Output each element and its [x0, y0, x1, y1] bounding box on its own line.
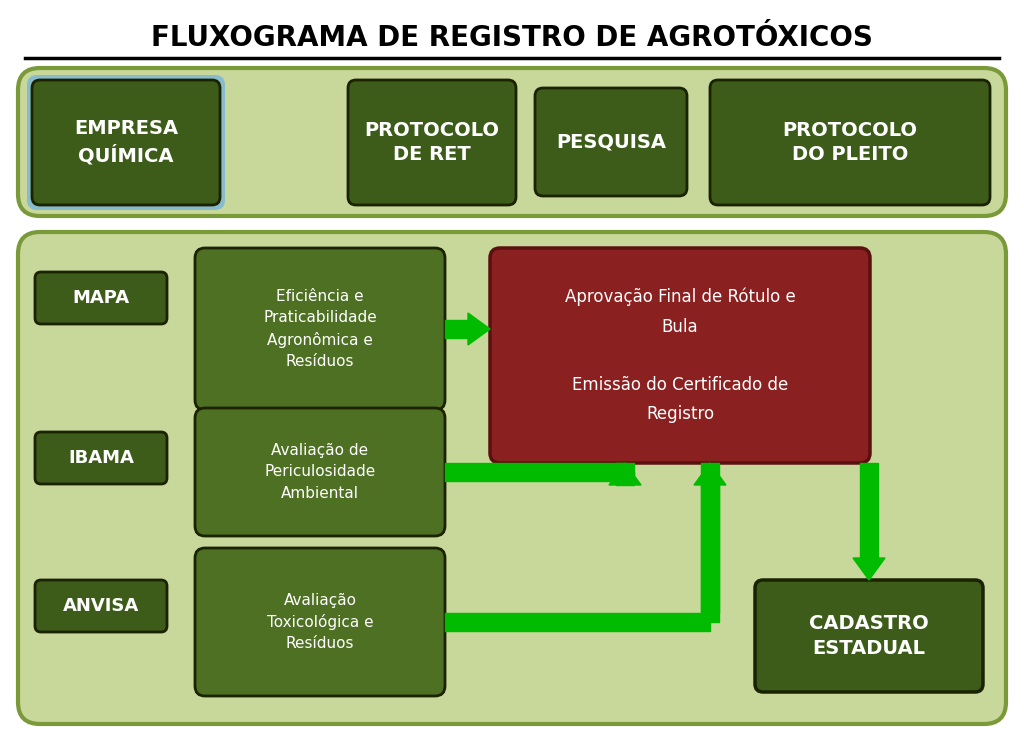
Text: EMPRESA
QUÍMICA: EMPRESA QUÍMICA	[74, 119, 178, 166]
FancyBboxPatch shape	[490, 248, 870, 463]
Polygon shape	[694, 463, 726, 485]
FancyBboxPatch shape	[710, 80, 990, 205]
FancyBboxPatch shape	[195, 408, 445, 536]
FancyBboxPatch shape	[35, 580, 167, 632]
Polygon shape	[701, 463, 719, 613]
Text: PROTOCOLO
DE RET: PROTOCOLO DE RET	[365, 121, 500, 164]
Polygon shape	[445, 320, 468, 338]
FancyBboxPatch shape	[35, 272, 167, 324]
Text: Avaliação de
Periculosidade
Ambiental: Avaliação de Periculosidade Ambiental	[264, 443, 376, 500]
Text: CADASTRO
ESTADUAL: CADASTRO ESTADUAL	[809, 614, 929, 658]
Polygon shape	[616, 463, 634, 481]
FancyBboxPatch shape	[535, 88, 687, 196]
Polygon shape	[701, 485, 719, 622]
Polygon shape	[616, 472, 634, 485]
Text: Eficiência e
Praticabilidade
Agronômica e
Resíduos: Eficiência e Praticabilidade Agronômica …	[263, 289, 377, 369]
Polygon shape	[609, 463, 641, 485]
FancyBboxPatch shape	[195, 248, 445, 410]
FancyBboxPatch shape	[348, 80, 516, 205]
Text: ANVISA: ANVISA	[62, 597, 139, 615]
Polygon shape	[468, 313, 490, 345]
FancyBboxPatch shape	[32, 80, 220, 205]
FancyBboxPatch shape	[35, 432, 167, 484]
Text: PESQUISA: PESQUISA	[556, 132, 666, 152]
Text: IBAMA: IBAMA	[68, 449, 134, 467]
FancyBboxPatch shape	[18, 68, 1006, 216]
FancyBboxPatch shape	[27, 75, 225, 210]
Text: Aprovação Final de Rótulo e
Bula

Emissão do Certificado de
Registro: Aprovação Final de Rótulo e Bula Emissão…	[564, 288, 796, 423]
FancyBboxPatch shape	[18, 232, 1006, 724]
Text: FLUXOGRAMA DE REGISTRO DE AGROTÓXICOS: FLUXOGRAMA DE REGISTRO DE AGROTÓXICOS	[152, 24, 872, 52]
Text: PROTOCOLO
DO PLEITO: PROTOCOLO DO PLEITO	[782, 121, 918, 164]
Polygon shape	[853, 558, 885, 580]
FancyBboxPatch shape	[195, 548, 445, 696]
FancyBboxPatch shape	[755, 580, 983, 692]
Polygon shape	[860, 463, 878, 558]
Text: MAPA: MAPA	[73, 289, 130, 307]
Text: Avaliação
Toxicológica e
Resíduos: Avaliação Toxicológica e Resíduos	[266, 593, 374, 651]
